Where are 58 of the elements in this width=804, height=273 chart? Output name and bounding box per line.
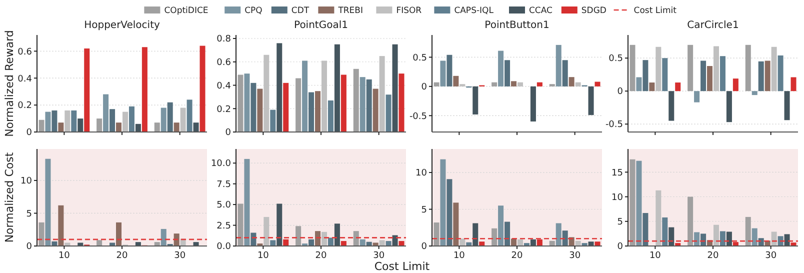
x-tick-label: 30	[765, 251, 777, 261]
y-tick-label: 0	[26, 128, 32, 138]
y-tick-label: 0.8	[216, 34, 232, 45]
y-tick-label: 0	[617, 87, 624, 98]
y-tick-label: 0.4	[216, 81, 232, 92]
x-tick-label: 20	[116, 251, 128, 261]
legend-label: SDGD	[581, 6, 607, 16]
y-tick-label: 0.6	[18, 47, 32, 58]
y-tick-label: 0	[421, 82, 428, 93]
y-tick-label: 0	[617, 242, 624, 252]
legend-label: Cost Limit	[634, 6, 678, 16]
chart-title: PointGoal1	[294, 20, 348, 31]
y-tick-label: 0.5	[412, 53, 427, 64]
legend-label: CCAC	[529, 6, 553, 16]
y-tick-label: 10	[416, 168, 428, 179]
chart-title: HopperVelocity	[84, 20, 160, 31]
y-tick-label: 0	[421, 242, 428, 252]
y-tick-label: 0.6	[216, 58, 232, 68]
x-tick-label: 10	[649, 251, 662, 261]
y-tick-label: 5	[26, 209, 32, 220]
y-tick-label: 0	[225, 128, 232, 138]
x-axis-title: Cost Limit	[374, 260, 430, 273]
legend-label: CDT	[291, 6, 310, 16]
chart-title: PointButton1	[484, 20, 550, 31]
y-tick-label: -0.5	[409, 112, 427, 122]
y-tick-label: 5	[421, 205, 427, 216]
y-tick-label: 10	[20, 176, 32, 187]
y-tick-label: 0.4	[18, 74, 32, 84]
x-tick-label: 10	[453, 251, 466, 261]
x-tick-label: 30	[569, 251, 581, 261]
y-axis-title: Normalized Reward	[3, 30, 16, 137]
y-tick-label: 2.5	[216, 221, 231, 232]
legend-label: FISOR	[396, 6, 422, 16]
y-tick-label: 10.0	[210, 159, 232, 170]
y-tick-label: 15	[612, 168, 623, 178]
y-axis-title: Normalized Cost	[3, 152, 16, 243]
y-tick-label: 10	[612, 192, 624, 203]
legend-label: TREBI	[337, 6, 364, 16]
chart-title: CarCircle1	[687, 20, 739, 31]
legend-label: CAPS-IQL	[454, 6, 494, 16]
y-tick-label: 5.0	[216, 200, 232, 211]
x-tick-label: 30	[174, 251, 186, 261]
y-tick-label: 7.5	[216, 180, 231, 190]
y-tick-label: -0.5	[605, 120, 623, 130]
y-tick-label: 0.5	[608, 54, 623, 64]
x-tick-label: 10	[58, 251, 70, 261]
legend-label: CPQ	[244, 6, 263, 16]
x-tick-label: 10	[257, 251, 270, 261]
legend-label: COptiDICE	[164, 6, 208, 16]
y-tick-label: 0.0	[216, 242, 232, 252]
x-tick-label: 30	[373, 251, 385, 261]
x-tick-label: 20	[511, 251, 523, 261]
y-tick-label: 5	[617, 218, 623, 228]
y-tick-label: 0.2	[18, 101, 32, 112]
x-tick-label: 20	[315, 251, 327, 261]
y-tick-label: 0.2	[216, 104, 231, 115]
y-tick-label: 0	[26, 242, 32, 252]
x-tick-label: 20	[707, 251, 719, 261]
